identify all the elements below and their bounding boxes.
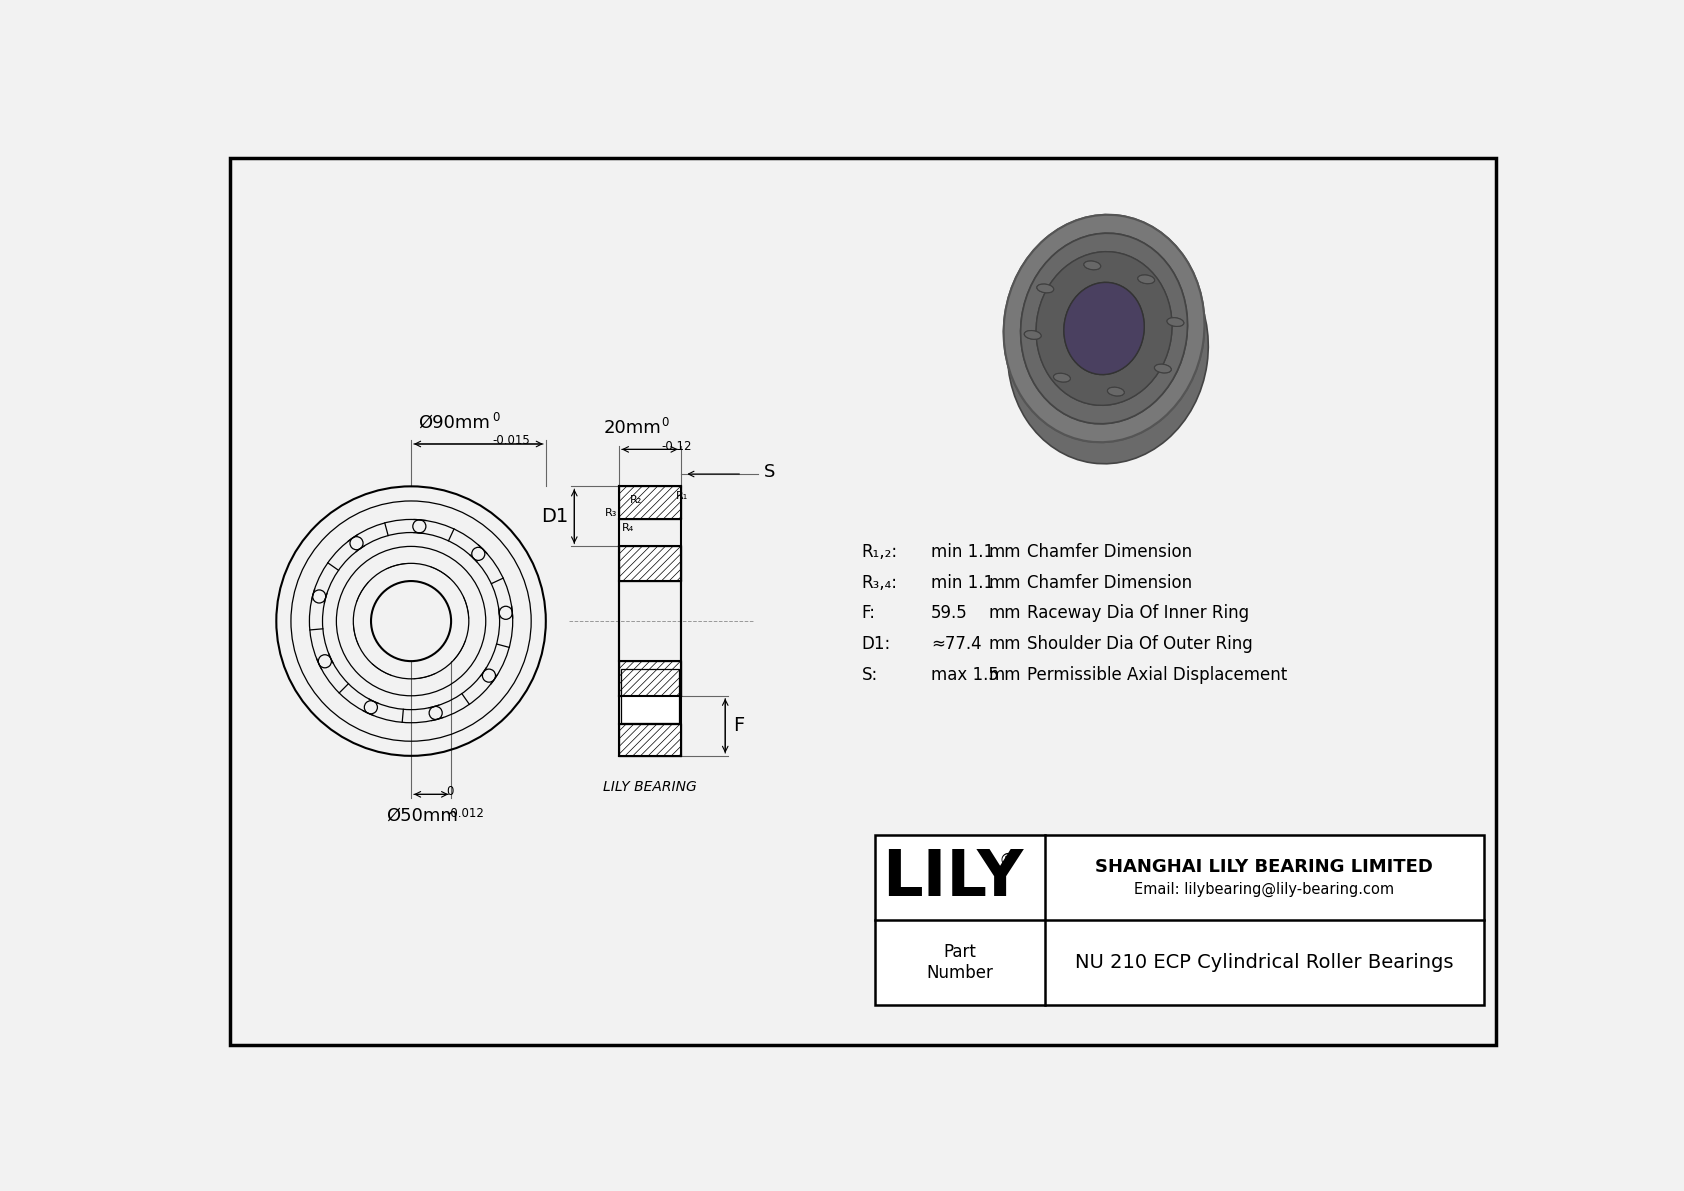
Text: Ø50mm: Ø50mm <box>386 806 458 824</box>
Text: mm: mm <box>989 666 1021 684</box>
Bar <box>620 661 680 696</box>
Ellipse shape <box>1054 373 1071 382</box>
Text: Part
Number: Part Number <box>926 943 994 981</box>
Text: F: F <box>733 716 744 735</box>
Text: mm: mm <box>989 635 1021 653</box>
Ellipse shape <box>1007 236 1209 463</box>
Ellipse shape <box>1036 251 1172 405</box>
Ellipse shape <box>1167 318 1184 326</box>
Ellipse shape <box>1036 251 1172 405</box>
Bar <box>620 723 680 756</box>
Text: -0.012: -0.012 <box>446 806 485 819</box>
Ellipse shape <box>1024 331 1041 339</box>
Text: SHANGHAI LILY BEARING LIMITED: SHANGHAI LILY BEARING LIMITED <box>1095 858 1433 875</box>
Ellipse shape <box>1084 261 1101 269</box>
Ellipse shape <box>1138 275 1155 283</box>
Ellipse shape <box>1064 282 1143 375</box>
Text: LILY BEARING: LILY BEARING <box>603 780 697 794</box>
Text: max 1.5: max 1.5 <box>931 666 999 684</box>
Text: R₄: R₄ <box>621 523 635 532</box>
Text: -0.015: -0.015 <box>492 434 530 447</box>
Text: S: S <box>765 463 775 481</box>
Bar <box>620 486 680 518</box>
Text: Shoulder Dia Of Outer Ring: Shoulder Dia Of Outer Ring <box>1027 635 1253 653</box>
Text: Raceway Dia Of Inner Ring: Raceway Dia Of Inner Ring <box>1027 604 1250 623</box>
Text: mm: mm <box>989 574 1021 592</box>
Text: 0: 0 <box>492 411 500 424</box>
Ellipse shape <box>1054 373 1071 382</box>
Ellipse shape <box>1064 282 1143 375</box>
Text: NU 210 ECP Cylindrical Roller Bearings: NU 210 ECP Cylindrical Roller Bearings <box>1074 953 1453 972</box>
Ellipse shape <box>1155 364 1172 373</box>
Text: 0: 0 <box>446 785 455 798</box>
Text: ≈77.4: ≈77.4 <box>931 635 982 653</box>
Text: F:: F: <box>862 604 876 623</box>
Text: min 1.1: min 1.1 <box>931 543 994 561</box>
Text: Permissible Axial Displacement: Permissible Axial Displacement <box>1027 666 1287 684</box>
Ellipse shape <box>1037 285 1054 293</box>
Ellipse shape <box>1021 233 1187 424</box>
Bar <box>620 669 679 723</box>
Ellipse shape <box>1024 331 1041 339</box>
Ellipse shape <box>1004 214 1204 442</box>
Ellipse shape <box>1138 275 1155 283</box>
Ellipse shape <box>1155 364 1172 373</box>
Text: 0: 0 <box>662 417 669 430</box>
Text: min 1.1: min 1.1 <box>931 574 994 592</box>
Text: S:: S: <box>862 666 877 684</box>
Text: Chamfer Dimension: Chamfer Dimension <box>1027 543 1192 561</box>
Text: 20mm: 20mm <box>605 419 662 437</box>
Text: mm: mm <box>989 604 1021 623</box>
Ellipse shape <box>1108 387 1125 395</box>
Text: R₃,₄:: R₃,₄: <box>862 574 898 592</box>
Bar <box>620 547 680 581</box>
Ellipse shape <box>1084 261 1101 269</box>
Text: Email: lilybearing@lily-bearing.com: Email: lilybearing@lily-bearing.com <box>1133 881 1394 897</box>
Ellipse shape <box>1108 387 1125 395</box>
Text: D1: D1 <box>541 507 568 526</box>
Ellipse shape <box>1167 318 1184 326</box>
Text: D1:: D1: <box>862 635 891 653</box>
Text: R₁: R₁ <box>675 491 689 500</box>
Text: -0.12: -0.12 <box>662 441 692 453</box>
Text: Ø90mm: Ø90mm <box>418 413 490 431</box>
Text: R₂: R₂ <box>630 495 642 505</box>
Text: 59.5: 59.5 <box>931 604 968 623</box>
Text: R₁,₂:: R₁,₂: <box>862 543 898 561</box>
Ellipse shape <box>1021 233 1187 424</box>
Ellipse shape <box>1004 214 1204 442</box>
Text: ®: ® <box>999 852 1017 869</box>
Ellipse shape <box>1037 285 1054 293</box>
Text: Chamfer Dimension: Chamfer Dimension <box>1027 574 1192 592</box>
Text: mm: mm <box>989 543 1021 561</box>
Text: R₃: R₃ <box>605 507 618 518</box>
Bar <box>876 835 1484 1004</box>
Text: LILY: LILY <box>882 847 1022 909</box>
